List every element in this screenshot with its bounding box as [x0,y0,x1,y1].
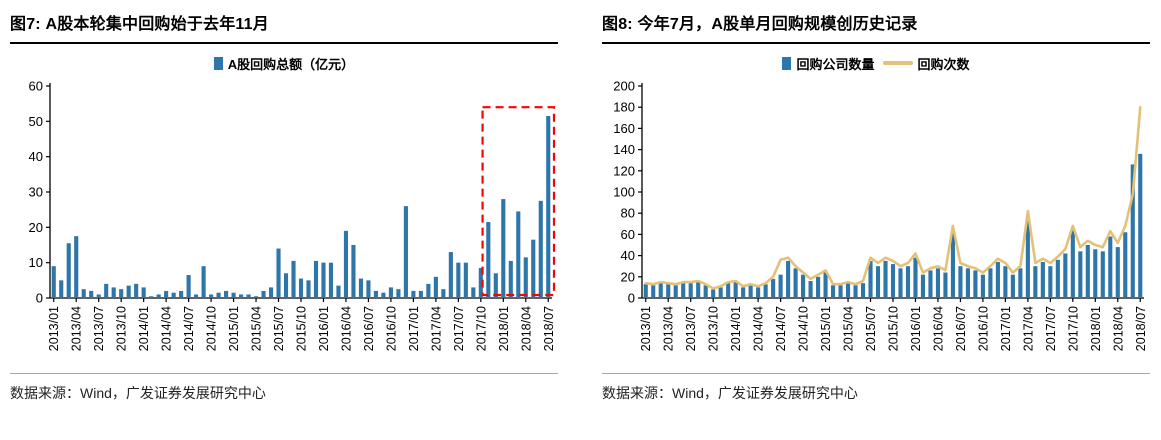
svg-text:2017/04: 2017/04 [429,306,443,351]
svg-text:2014/01: 2014/01 [729,306,743,351]
legend-label-buyback-total: A股回购总额（亿元） [227,56,355,72]
svg-text:2018/01: 2018/01 [497,306,511,351]
figure8-legend: 回购公司数量 回购次数 [602,52,1150,74]
svg-text:2018/07: 2018/07 [1134,306,1148,351]
svg-text:180: 180 [613,100,635,115]
svg-text:2015/01: 2015/01 [227,306,241,351]
svg-text:2017/01: 2017/01 [407,306,421,351]
svg-text:2016/01: 2016/01 [909,306,923,351]
svg-text:2017/10: 2017/10 [474,306,488,351]
svg-text:2013/10: 2013/10 [115,306,129,351]
svg-text:2014/07: 2014/07 [774,306,788,351]
figure7-source: 数据来源：Wind，广发证券发展研究中心 [10,373,558,403]
svg-text:20: 20 [621,269,635,284]
svg-text:2013/07: 2013/07 [92,306,106,351]
figure7-panel: 图7: A股本轮集中回购始于去年11月 A股回购总额（亿元） 0 10 20 30 40… [10,6,558,403]
figure8-title: 图8: 今年7月，A股单月回购规模创历史记录 [602,6,1150,44]
svg-text:2013/01: 2013/01 [47,306,61,351]
svg-text:140: 140 [613,142,635,157]
svg-text:2015/04: 2015/04 [842,306,856,351]
svg-text:2018/01: 2018/01 [1089,306,1103,351]
svg-text:160: 160 [613,121,635,136]
svg-text:2018/04: 2018/04 [1111,306,1125,351]
svg-text:2016/10: 2016/10 [976,306,990,351]
svg-text:40: 40 [29,149,43,164]
legend-entry-buyback-total: A股回购总额（亿元） [213,54,355,73]
figure7-title: 图7: A股本轮集中回购始于去年11月 [10,6,558,44]
svg-text:2016/07: 2016/07 [954,306,968,351]
svg-text:0: 0 [36,291,43,306]
svg-text:2014/04: 2014/04 [752,306,766,351]
svg-text:2016/07: 2016/07 [362,306,376,351]
svg-text:120: 120 [613,163,635,178]
svg-text:2018/04: 2018/04 [519,306,533,351]
figure7-legend: A股回购总额（亿元） [10,52,558,74]
svg-text:20: 20 [29,220,43,235]
svg-text:200: 200 [613,79,635,94]
svg-text:2017/10: 2017/10 [1066,306,1080,351]
svg-text:10: 10 [29,255,43,270]
svg-text:2014/10: 2014/10 [205,306,219,351]
bar-swatch-icon [213,56,223,70]
svg-text:2014/07: 2014/07 [182,306,196,351]
svg-text:2013/04: 2013/04 [70,306,84,351]
svg-text:2015/07: 2015/07 [272,306,286,351]
svg-text:2013/07: 2013/07 [684,306,698,351]
figure8-panel: 图8: 今年7月，A股单月回购规模创历史记录 回购公司数量 回购次数 0 20 40… [602,6,1150,403]
svg-text:2017/04: 2017/04 [1021,306,1035,351]
svg-text:2016/10: 2016/10 [384,306,398,351]
svg-text:40: 40 [621,248,635,263]
legend-label-buyback-times: 回购次数 [917,56,970,72]
svg-text:2016/04: 2016/04 [931,306,945,351]
svg-text:2016/01: 2016/01 [317,306,331,351]
figure8-bar-line-chart: 0 20 40 60 80 100 120 140 160 180 200 2013/01 2013/0… [613,79,1148,352]
svg-text:30: 30 [29,185,43,200]
svg-text:2014/04: 2014/04 [160,306,174,351]
svg-text:2017/07: 2017/07 [452,306,466,351]
svg-text:100: 100 [613,185,635,200]
svg-text:2015/10: 2015/10 [887,306,901,351]
svg-text:2013/01: 2013/01 [639,306,653,351]
svg-text:2015/04: 2015/04 [250,306,264,351]
figure8-source: 数据来源：Wind，广发证券发展研究中心 [602,373,1150,403]
svg-text:2015/07: 2015/07 [864,306,878,351]
svg-text:2015/10: 2015/10 [295,306,309,351]
figure7-bar-chart: 0 10 20 30 40 50 60 2013/01 2013/04 2013/07 2013/1… [29,79,556,352]
svg-text:0: 0 [628,291,635,306]
svg-text:2016/04: 2016/04 [339,306,353,351]
svg-text:60: 60 [29,79,43,94]
legend-label-company-count: 回购公司数量 [796,56,875,72]
bar-swatch-icon [782,56,792,70]
svg-text:2015/01: 2015/01 [819,306,833,351]
svg-text:2017/01: 2017/01 [999,306,1013,351]
svg-text:2017/07: 2017/07 [1044,306,1058,351]
legend-entry-buyback-times: 回购次数 [882,54,970,73]
svg-text:2013/10: 2013/10 [707,306,721,351]
svg-text:2018/07: 2018/07 [542,306,556,351]
svg-text:2014/10: 2014/10 [797,306,811,351]
svg-text:60: 60 [621,227,635,242]
line-swatch-icon [882,61,913,65]
svg-text:50: 50 [29,114,43,129]
legend-entry-company-count: 回购公司数量 [782,54,875,73]
svg-text:80: 80 [621,206,635,221]
svg-text:2013/04: 2013/04 [662,306,676,351]
svg-text:2014/01: 2014/01 [137,306,151,351]
